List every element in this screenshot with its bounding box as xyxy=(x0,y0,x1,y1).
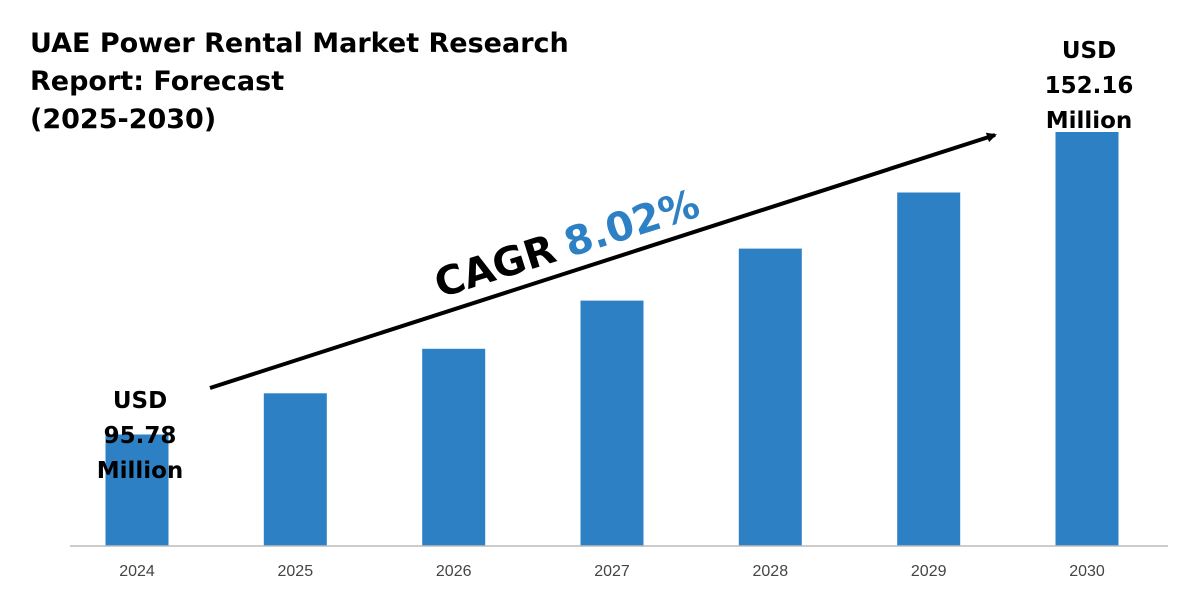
bar-2029 xyxy=(897,192,961,546)
end-value-line: Million xyxy=(1046,108,1133,134)
bar-2027 xyxy=(580,300,644,546)
chart-title-line: Report: Forecast xyxy=(30,66,284,97)
end-value-annotation: USD 152.16 Million xyxy=(1045,38,1134,134)
x-axis-ticks: 2024 2025 2026 2027 2028 2029 2030 xyxy=(119,563,1105,580)
bar-2025 xyxy=(263,393,327,546)
bar-series xyxy=(105,132,1119,546)
end-value-line: 152.16 xyxy=(1045,73,1134,99)
x-tick-label: 2029 xyxy=(911,563,947,580)
cagr-arrow xyxy=(209,132,997,390)
x-tick-label: 2025 xyxy=(278,563,314,580)
end-value-line: USD xyxy=(1062,38,1116,64)
bar-2026 xyxy=(422,348,486,546)
start-value-line: USD xyxy=(113,388,167,414)
start-value-annotation: USD 95.78 Million xyxy=(97,388,184,484)
x-tick-label: 2026 xyxy=(436,563,472,580)
x-tick-label: 2030 xyxy=(1069,563,1105,580)
chart-title-line: (2025-2030) xyxy=(30,104,216,135)
x-tick-label: 2027 xyxy=(594,563,630,580)
bar-2024 xyxy=(105,434,169,546)
chart-title-line: UAE Power Rental Market Research xyxy=(30,28,569,59)
start-value-line: Million xyxy=(97,458,184,484)
start-value-line: 95.78 xyxy=(104,423,177,449)
bar-2030 xyxy=(1055,132,1119,546)
bar-2028 xyxy=(738,248,802,546)
x-tick-label: 2024 xyxy=(119,563,155,580)
chart-title: UAE Power Rental Market Research Report:… xyxy=(30,28,569,135)
cagr-annotation: CAGR8.02% xyxy=(429,181,705,307)
x-tick-label: 2028 xyxy=(753,563,789,580)
